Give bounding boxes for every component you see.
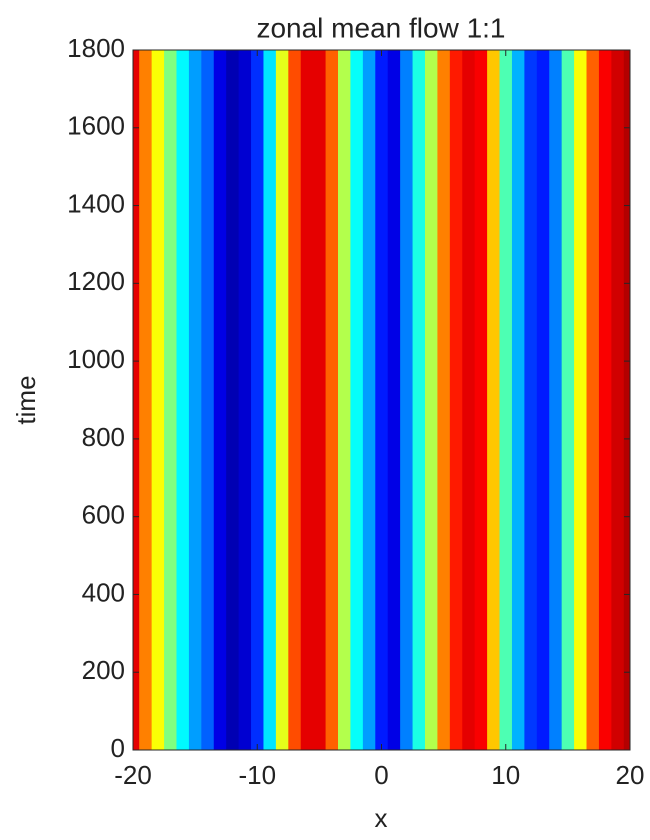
x-tick-label: -10 [238,760,276,790]
x-axis-label: x [375,803,388,833]
heat-cell [275,50,289,750]
x-tick-label: 10 [491,760,520,790]
heat-cell [251,50,265,750]
y-tick-label: 1800 [67,33,125,63]
heat-cell [437,50,451,750]
heat-cell [586,50,600,750]
heat-cell [300,50,314,750]
y-tick-label: 1000 [67,344,125,374]
heat-cell [151,50,165,750]
heat-cell [474,50,488,750]
heat-cell [574,50,588,750]
chart-title: zonal mean flow 1:1 [256,12,505,43]
heat-cell [499,50,513,750]
y-axis-label: time [11,375,41,424]
heat-cell [338,50,352,750]
heat-cell [313,50,327,750]
x-tick-label: 20 [616,760,645,790]
heat-cell [462,50,476,750]
y-tick-label: 200 [82,655,125,685]
y-tick-label: 1600 [67,111,125,141]
heat-cell [561,50,575,750]
heat-cell [188,50,202,750]
heat-cell [611,50,625,750]
heat-cell [549,50,563,750]
heat-cell [424,50,439,750]
heat-cell [362,50,376,750]
heat-cell [164,50,178,750]
heat-cell [511,50,525,750]
heat-cell [400,50,414,750]
heat-cell [213,50,227,750]
heat-cell [238,50,252,750]
heat-cell [487,50,501,750]
heat-cell [598,50,612,750]
y-tick-label: 0 [111,733,125,763]
heat-cell [350,50,364,750]
heat-cell [375,50,389,750]
x-tick-label: -20 [114,760,152,790]
y-tick-label: 1200 [67,266,125,296]
heat-cell [412,50,426,750]
heat-cell [263,50,277,750]
x-tick-label: 0 [374,760,388,790]
y-tick-label: 1400 [67,188,125,218]
heat-cell [623,50,630,750]
y-tick-label: 400 [82,577,125,607]
y-tick-label: 600 [82,500,125,530]
heatmap [133,50,630,750]
y-tick-label: 800 [82,422,125,452]
heat-cell [325,50,339,750]
heat-cell [288,50,302,750]
heat-cell [139,50,153,750]
heat-cell [536,50,550,750]
heat-cell [524,50,538,750]
heat-cell [176,50,190,750]
heat-cell [387,50,401,750]
heat-cell [133,50,140,750]
heat-cell [226,50,240,750]
heat-cell [449,50,463,750]
heat-cell [201,50,215,750]
